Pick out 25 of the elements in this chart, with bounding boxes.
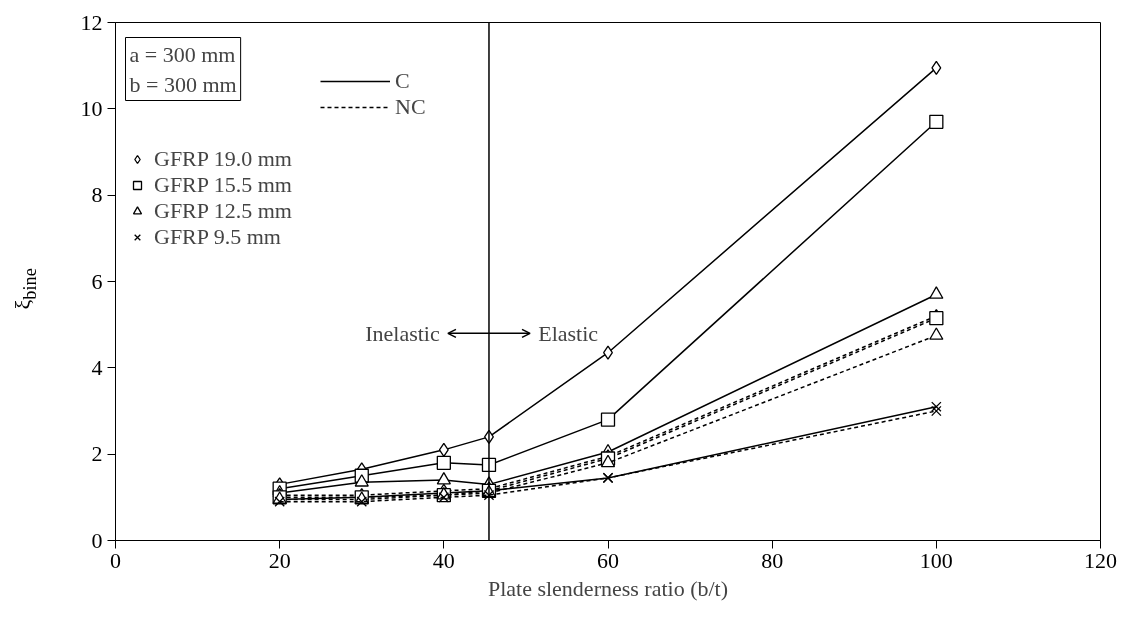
x-tick-label: 100 xyxy=(919,547,953,573)
annotation: Inelastic xyxy=(365,320,440,346)
annotation: Elastic xyxy=(538,320,599,346)
legend-label: GFRP 15.5 mm xyxy=(154,172,292,198)
x-tick-label: 80 xyxy=(761,547,784,573)
y-tick-label: 2 xyxy=(91,441,103,467)
legend-label: GFRP 12.5 mm xyxy=(154,198,292,224)
annotation: b = 300 mm xyxy=(129,71,237,97)
x-axis-title: Plate slenderness ratio (b/t) xyxy=(487,575,729,601)
y-tick-label: 8 xyxy=(91,182,103,208)
annotation: a = 300 mm xyxy=(129,41,236,67)
x-tick-label: 0 xyxy=(110,547,121,573)
annotation: NC xyxy=(395,94,426,120)
legend-label: GFRP 19.0 mm xyxy=(154,146,292,172)
y-tick-label: 12 xyxy=(80,9,103,35)
x-tick-label: 120 xyxy=(1084,547,1117,573)
legend-label: GFRP 9.5 mm xyxy=(154,224,281,250)
x-tick-label: 20 xyxy=(268,547,291,573)
annotation: C xyxy=(395,68,411,94)
y-tick-label: 4 xyxy=(91,354,103,380)
y-tick-label: 10 xyxy=(80,95,103,121)
x-tick-label: 40 xyxy=(432,547,455,573)
y-tick-label: 0 xyxy=(91,527,103,553)
x-tick-label: 60 xyxy=(597,547,619,573)
y-tick-label: 6 xyxy=(91,268,103,294)
